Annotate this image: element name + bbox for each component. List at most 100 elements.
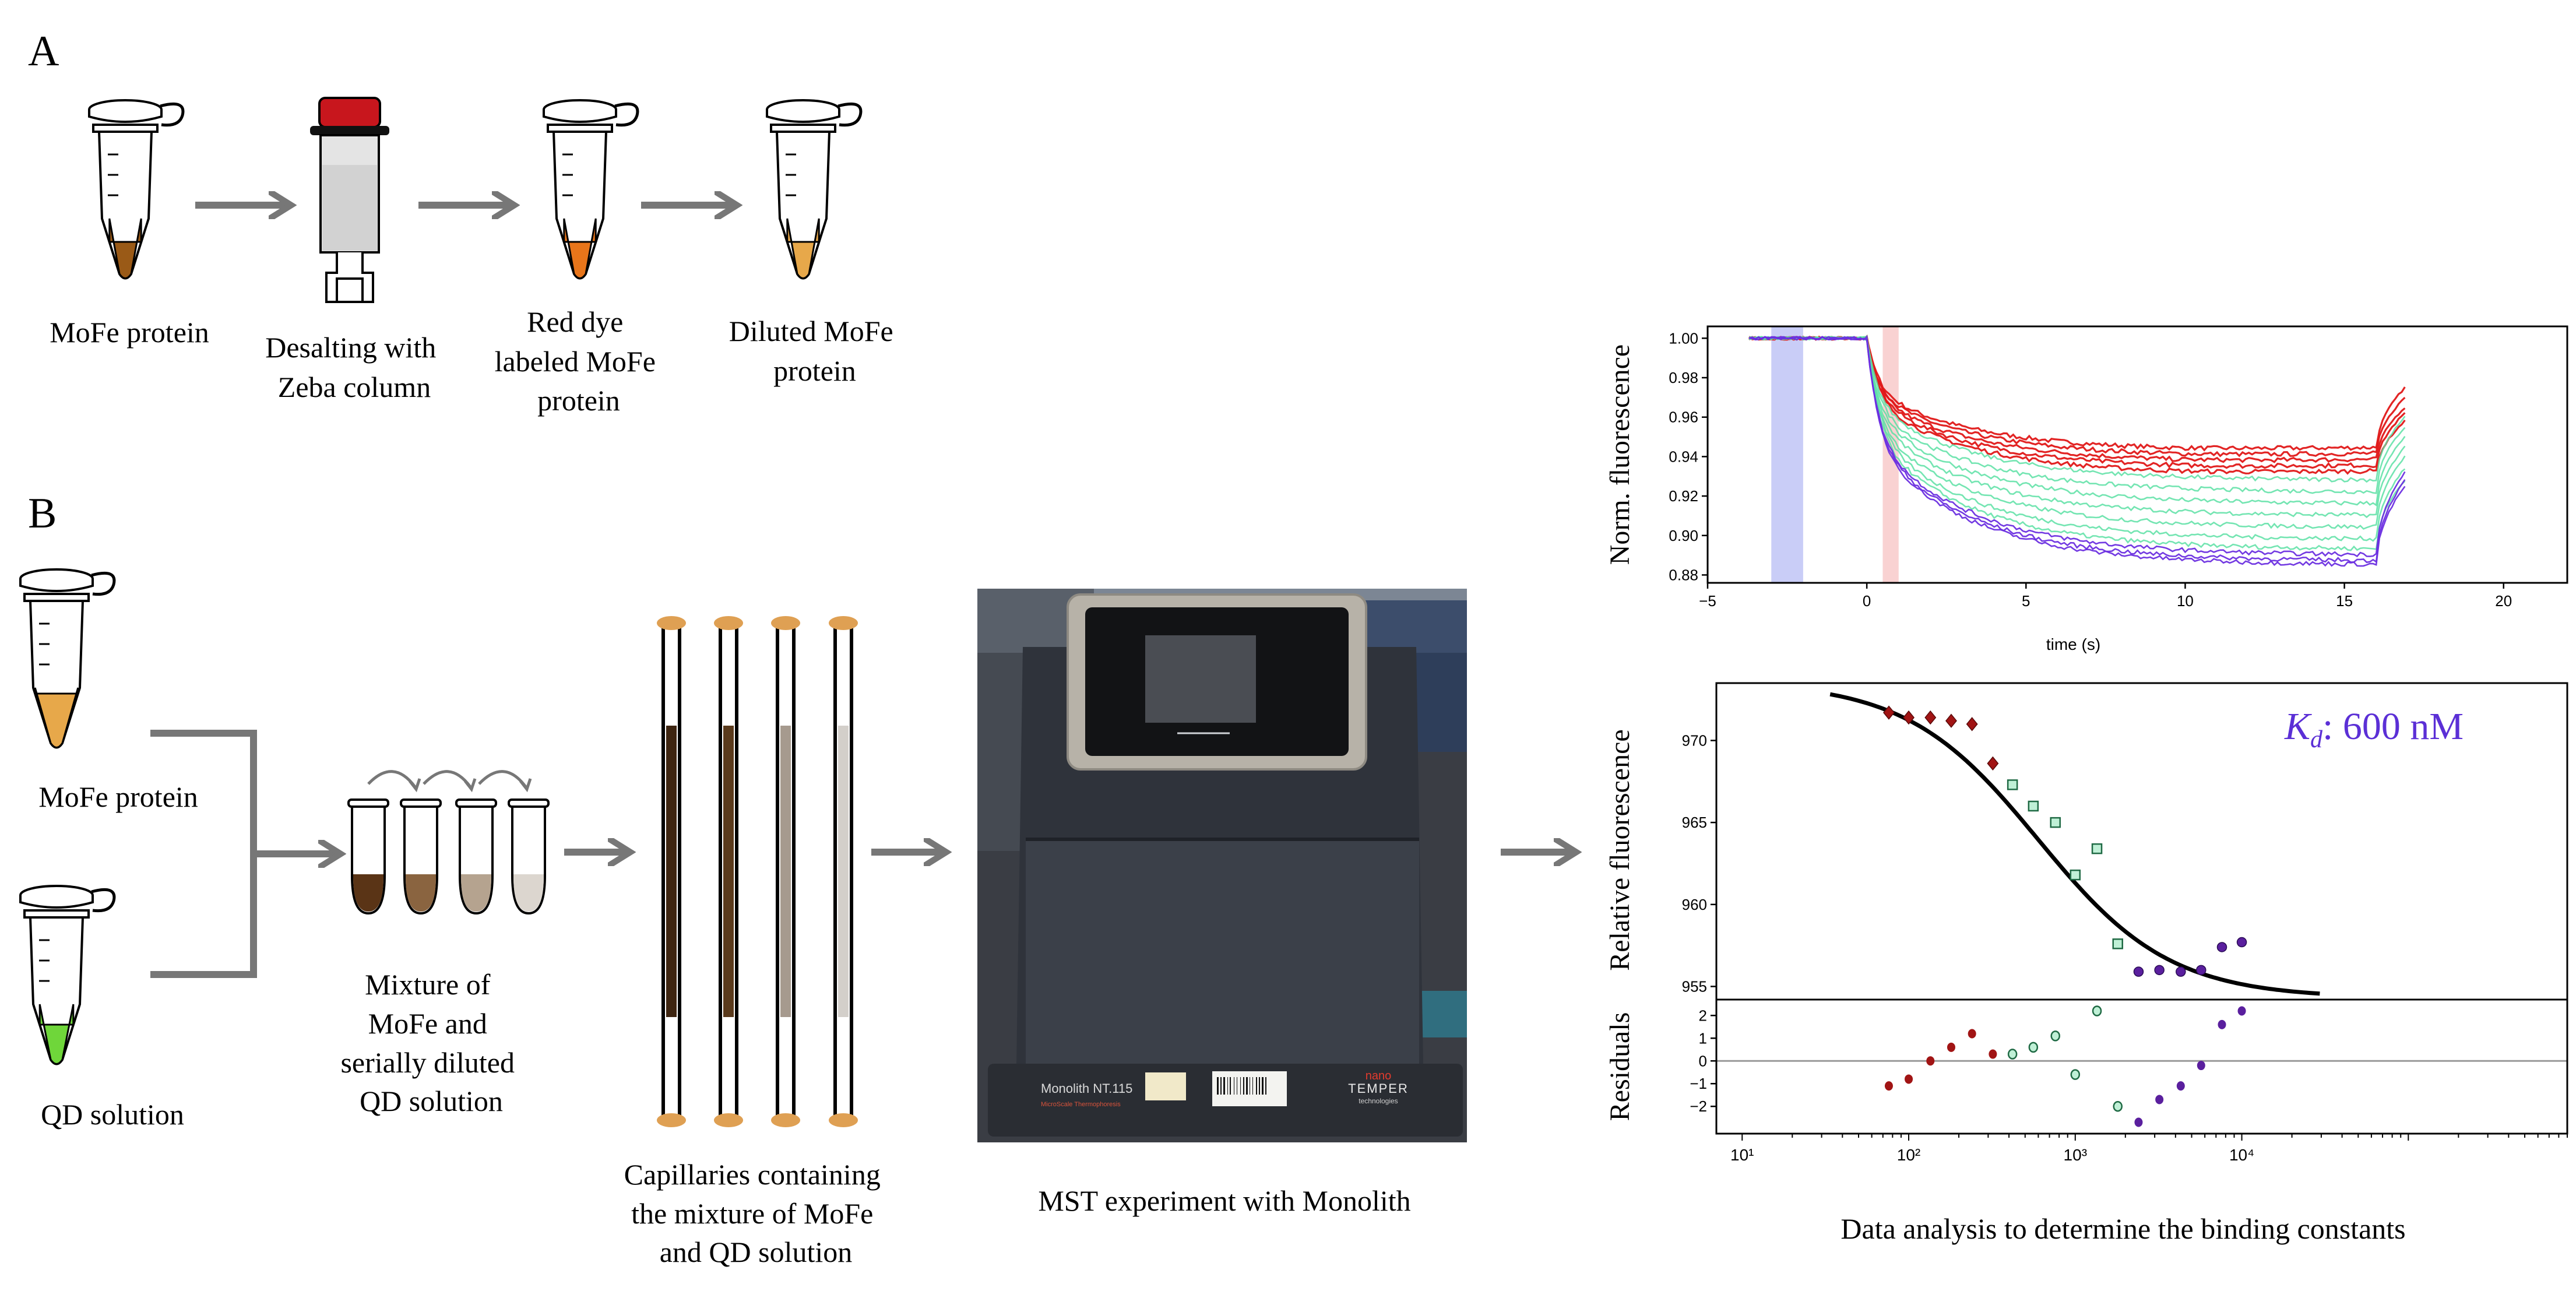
residual-point xyxy=(2134,1117,2143,1127)
trace-red xyxy=(1748,336,2406,452)
device-label-sticker xyxy=(1145,1072,1186,1100)
step-label-diluted: Diluted MoFe protein xyxy=(729,315,900,387)
residual-point xyxy=(1905,1074,1913,1084)
capillaries xyxy=(657,616,858,1127)
y-tick-label: 0.98 xyxy=(1669,369,1698,386)
device-display xyxy=(1145,635,1256,723)
residual-point xyxy=(2070,1069,2081,1080)
monolith-photo: Monolith NT.115 MicroScale Thermophoresi… xyxy=(977,589,1467,1142)
x-tick-label: 0 xyxy=(1863,592,1871,610)
y-tick-label: 0.92 xyxy=(1669,487,1698,505)
y-tick-label: 0.94 xyxy=(1669,448,1698,465)
device-subtitle-text: MicroScale Thermophoresis xyxy=(1041,1101,1121,1108)
analysis-label: Data analysis to determine the binding c… xyxy=(1840,1212,2405,1245)
trace-red xyxy=(1748,336,2406,458)
data-point xyxy=(2176,966,2186,977)
residual-point xyxy=(2092,1005,2102,1016)
residual-point xyxy=(2155,1095,2164,1104)
data-point xyxy=(2216,942,2227,952)
x-tick-label: 10¹ xyxy=(1730,1146,1754,1164)
chart1-xlabel: time (s) xyxy=(2046,635,2100,653)
qd-solution-tube xyxy=(19,885,116,1065)
y-tick-label: 2 xyxy=(1699,1007,1707,1024)
step-label-desalting: Desalting with Zeba column xyxy=(265,331,444,403)
residual-point xyxy=(1989,1049,1997,1059)
trace-purple xyxy=(1748,336,2406,558)
trace-purple xyxy=(1748,335,2406,567)
y-tick-label: 0 xyxy=(1699,1052,1707,1070)
data-point xyxy=(2091,843,2103,854)
qd-solution-label: QD solution xyxy=(41,1098,184,1131)
device-model-text: Monolith NT.115 xyxy=(1041,1081,1132,1096)
data-point xyxy=(2196,965,2207,976)
residual-point xyxy=(1947,1042,1955,1052)
residuals-chart: −2 −1 0 1 2 10¹ 10² 10³ 10⁴ Residuals xyxy=(1604,998,2568,1164)
device-brand-technologies: technologies xyxy=(1359,1097,1398,1105)
residual-point xyxy=(2176,1081,2185,1091)
residual-point xyxy=(1926,1056,1935,1066)
panel-a-letter: A xyxy=(28,27,59,75)
y-tick-label: 1.00 xyxy=(1669,329,1698,347)
data-point xyxy=(2133,966,2144,977)
data-point xyxy=(1945,713,1957,728)
diluted-mofe-tube xyxy=(766,99,863,280)
x-tick-label: 10² xyxy=(1897,1146,1920,1164)
x-tick-label: 20 xyxy=(2495,592,2512,610)
step-label-mofe: MoFe protein xyxy=(50,316,209,349)
y-tick-label: 955 xyxy=(1682,977,1707,995)
y-tick-label: 1 xyxy=(1699,1029,1707,1047)
residual-point xyxy=(2218,1019,2226,1029)
trace-green xyxy=(1748,336,2406,542)
x-tick-label: 15 xyxy=(2336,592,2353,610)
x-tick-label: 10 xyxy=(2177,592,2194,610)
dilution-tube xyxy=(400,798,442,915)
residual-point xyxy=(2028,1042,2039,1053)
residual-point xyxy=(1884,1081,1893,1091)
data-point xyxy=(1903,710,1915,725)
data-point xyxy=(2236,937,2247,948)
capillary xyxy=(714,616,743,1127)
capillary xyxy=(829,616,858,1127)
chart3-ylabel: Residuals xyxy=(1604,1012,1635,1121)
step-label-red-dye: Red dye labeled MoFe protein xyxy=(495,305,663,417)
x-tick-label: 5 xyxy=(2022,592,2030,610)
y-tick-label: 0.96 xyxy=(1669,409,1698,426)
residual-point xyxy=(2113,1100,2123,1112)
mofe-protein-tube xyxy=(88,99,185,280)
capillaries-label: Capillaries containing the mixture of Mo… xyxy=(624,1158,888,1268)
trace-green xyxy=(1748,335,2406,530)
serial-dilution-tubes xyxy=(347,798,550,915)
y-tick-label: 970 xyxy=(1682,731,1707,749)
chart2-ylabel: Relative fluorescence xyxy=(1604,729,1635,970)
data-point xyxy=(1966,717,1978,731)
residual-point xyxy=(2237,1006,2246,1016)
mixture-label: Mixture of MoFe and serially diluted QD … xyxy=(340,968,522,1117)
residual-point xyxy=(2007,1049,2018,1060)
red-dye-labeled-tube xyxy=(543,99,639,280)
dilution-tube xyxy=(455,798,497,915)
dilution-arrows xyxy=(367,770,532,793)
y-tick-label: 960 xyxy=(1682,896,1707,913)
device-brand-nano: nano xyxy=(1366,1070,1392,1082)
merge-bracket xyxy=(150,730,288,978)
kd-annotation: Kd: 600 nM xyxy=(2284,705,2464,753)
x-tick-label: −5 xyxy=(1699,592,1716,610)
y-tick-label: −2 xyxy=(1690,1097,1707,1115)
trace-green xyxy=(1748,336,2406,506)
mst-label: MST experiment with Monolith xyxy=(1038,1184,1410,1217)
panel-a: A MoFe protein Desalting with Zeba colum… xyxy=(28,27,900,417)
data-point xyxy=(1883,705,1895,720)
y-tick-label: 0.88 xyxy=(1669,566,1698,583)
zeba-desalting-column xyxy=(310,97,389,303)
data-point xyxy=(2028,800,2039,812)
residual-point xyxy=(1968,1029,1976,1039)
capillary xyxy=(657,616,686,1127)
chart3-frame xyxy=(1715,998,2568,1135)
panel-b: B MoFe protein QD solution Mixture of Mo… xyxy=(19,325,2568,1268)
fit-curve xyxy=(1829,692,2320,996)
data-point xyxy=(2112,938,2123,949)
mst-traces-chart: −5 0 5 10 15 20 0.88 0.90 0.92 0.94 0.96 0.98 1.00 ti… xyxy=(1604,325,2568,653)
y-tick-label: 0.90 xyxy=(1669,527,1698,544)
dilution-tube xyxy=(508,798,550,915)
